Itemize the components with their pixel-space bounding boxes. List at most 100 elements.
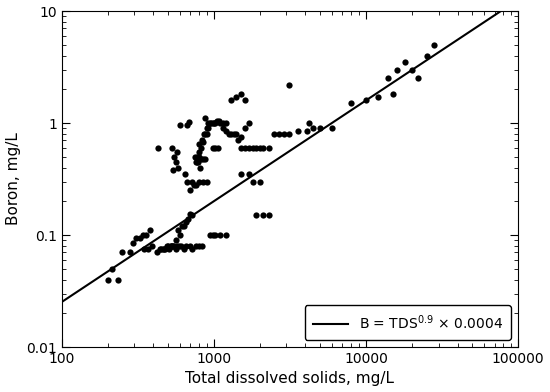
Point [164,243,173,249]
Point [227,131,235,137]
Point [202,178,211,185]
Point [205,232,214,238]
B = TDS$^{0.9}$ × 0.0004 [278,154,284,159]
Point [240,97,249,103]
Point [245,171,254,177]
Point [171,159,180,165]
Point [245,145,254,151]
Point [171,246,180,252]
Point [186,243,195,249]
Point [213,118,222,124]
Point [168,243,177,249]
Point [108,266,117,272]
Y-axis label: Boron, mg/L: Boron, mg/L [6,132,20,225]
Point [236,171,245,177]
Point [190,182,199,188]
Point [160,246,168,252]
Point [169,243,178,249]
Point [393,67,402,73]
Point [191,159,200,165]
Point [232,94,240,100]
Point [184,216,193,222]
Point [361,97,370,103]
Point [234,137,243,143]
Point [183,122,192,128]
Point [188,246,196,252]
Point [408,67,416,73]
Point [175,232,184,238]
Point [174,243,183,249]
Legend: B = TDS$^{0.9}$ × 0.0004: B = TDS$^{0.9}$ × 0.0004 [305,305,511,340]
Point [195,243,204,249]
Point [180,246,189,252]
Point [422,53,431,59]
Point [414,75,422,82]
B = TDS$^{0.9}$ × 0.0004 [58,299,65,304]
Point [195,141,204,147]
Point [198,243,207,249]
Point [347,100,356,107]
Point [197,137,206,143]
Point [146,227,155,234]
Point [178,223,186,229]
Point [222,232,230,238]
Point [240,145,249,151]
B = TDS$^{0.9}$ × 0.0004 [305,136,312,141]
B = TDS$^{0.9}$ × 0.0004 [330,120,337,124]
Point [199,178,207,185]
Point [180,223,189,229]
Point [208,232,217,238]
Point [172,149,181,155]
Point [199,139,207,145]
Point [255,178,264,185]
Point [173,165,182,171]
Point [103,276,112,283]
Point [195,178,204,185]
Point [147,243,156,249]
Point [328,125,337,131]
Point [229,131,238,137]
Point [204,125,213,131]
Point [195,154,204,160]
Point [222,120,230,126]
Point [161,246,170,252]
Point [384,75,393,82]
Point [302,128,311,134]
Point [200,156,209,162]
Point [304,120,313,126]
Point [208,145,217,151]
Point [200,131,208,137]
Point [265,212,273,218]
Point [166,243,175,249]
Point [193,154,202,160]
Point [188,178,196,185]
Point [140,246,149,252]
Point [255,145,264,151]
Point [373,94,382,100]
Point [186,211,195,217]
Point [252,212,261,218]
Point [181,171,190,177]
Point [132,234,141,241]
Point [236,134,245,140]
Point [182,243,191,249]
Point [208,120,217,126]
Point [185,119,194,125]
Point [388,91,397,98]
Point [144,246,152,252]
Point [172,243,181,249]
Point [280,131,289,137]
Point [165,246,174,252]
Point [248,178,257,185]
Line: B = TDS$^{0.9}$ × 0.0004: B = TDS$^{0.9}$ × 0.0004 [62,0,518,302]
B = TDS$^{0.9}$ × 0.0004 [504,5,510,9]
Point [191,243,200,249]
Point [153,145,162,151]
Point [205,120,214,126]
Point [194,159,203,165]
Point [236,91,245,98]
Point [173,227,182,234]
Point [158,246,167,252]
Point [196,145,205,151]
Point [162,243,171,249]
